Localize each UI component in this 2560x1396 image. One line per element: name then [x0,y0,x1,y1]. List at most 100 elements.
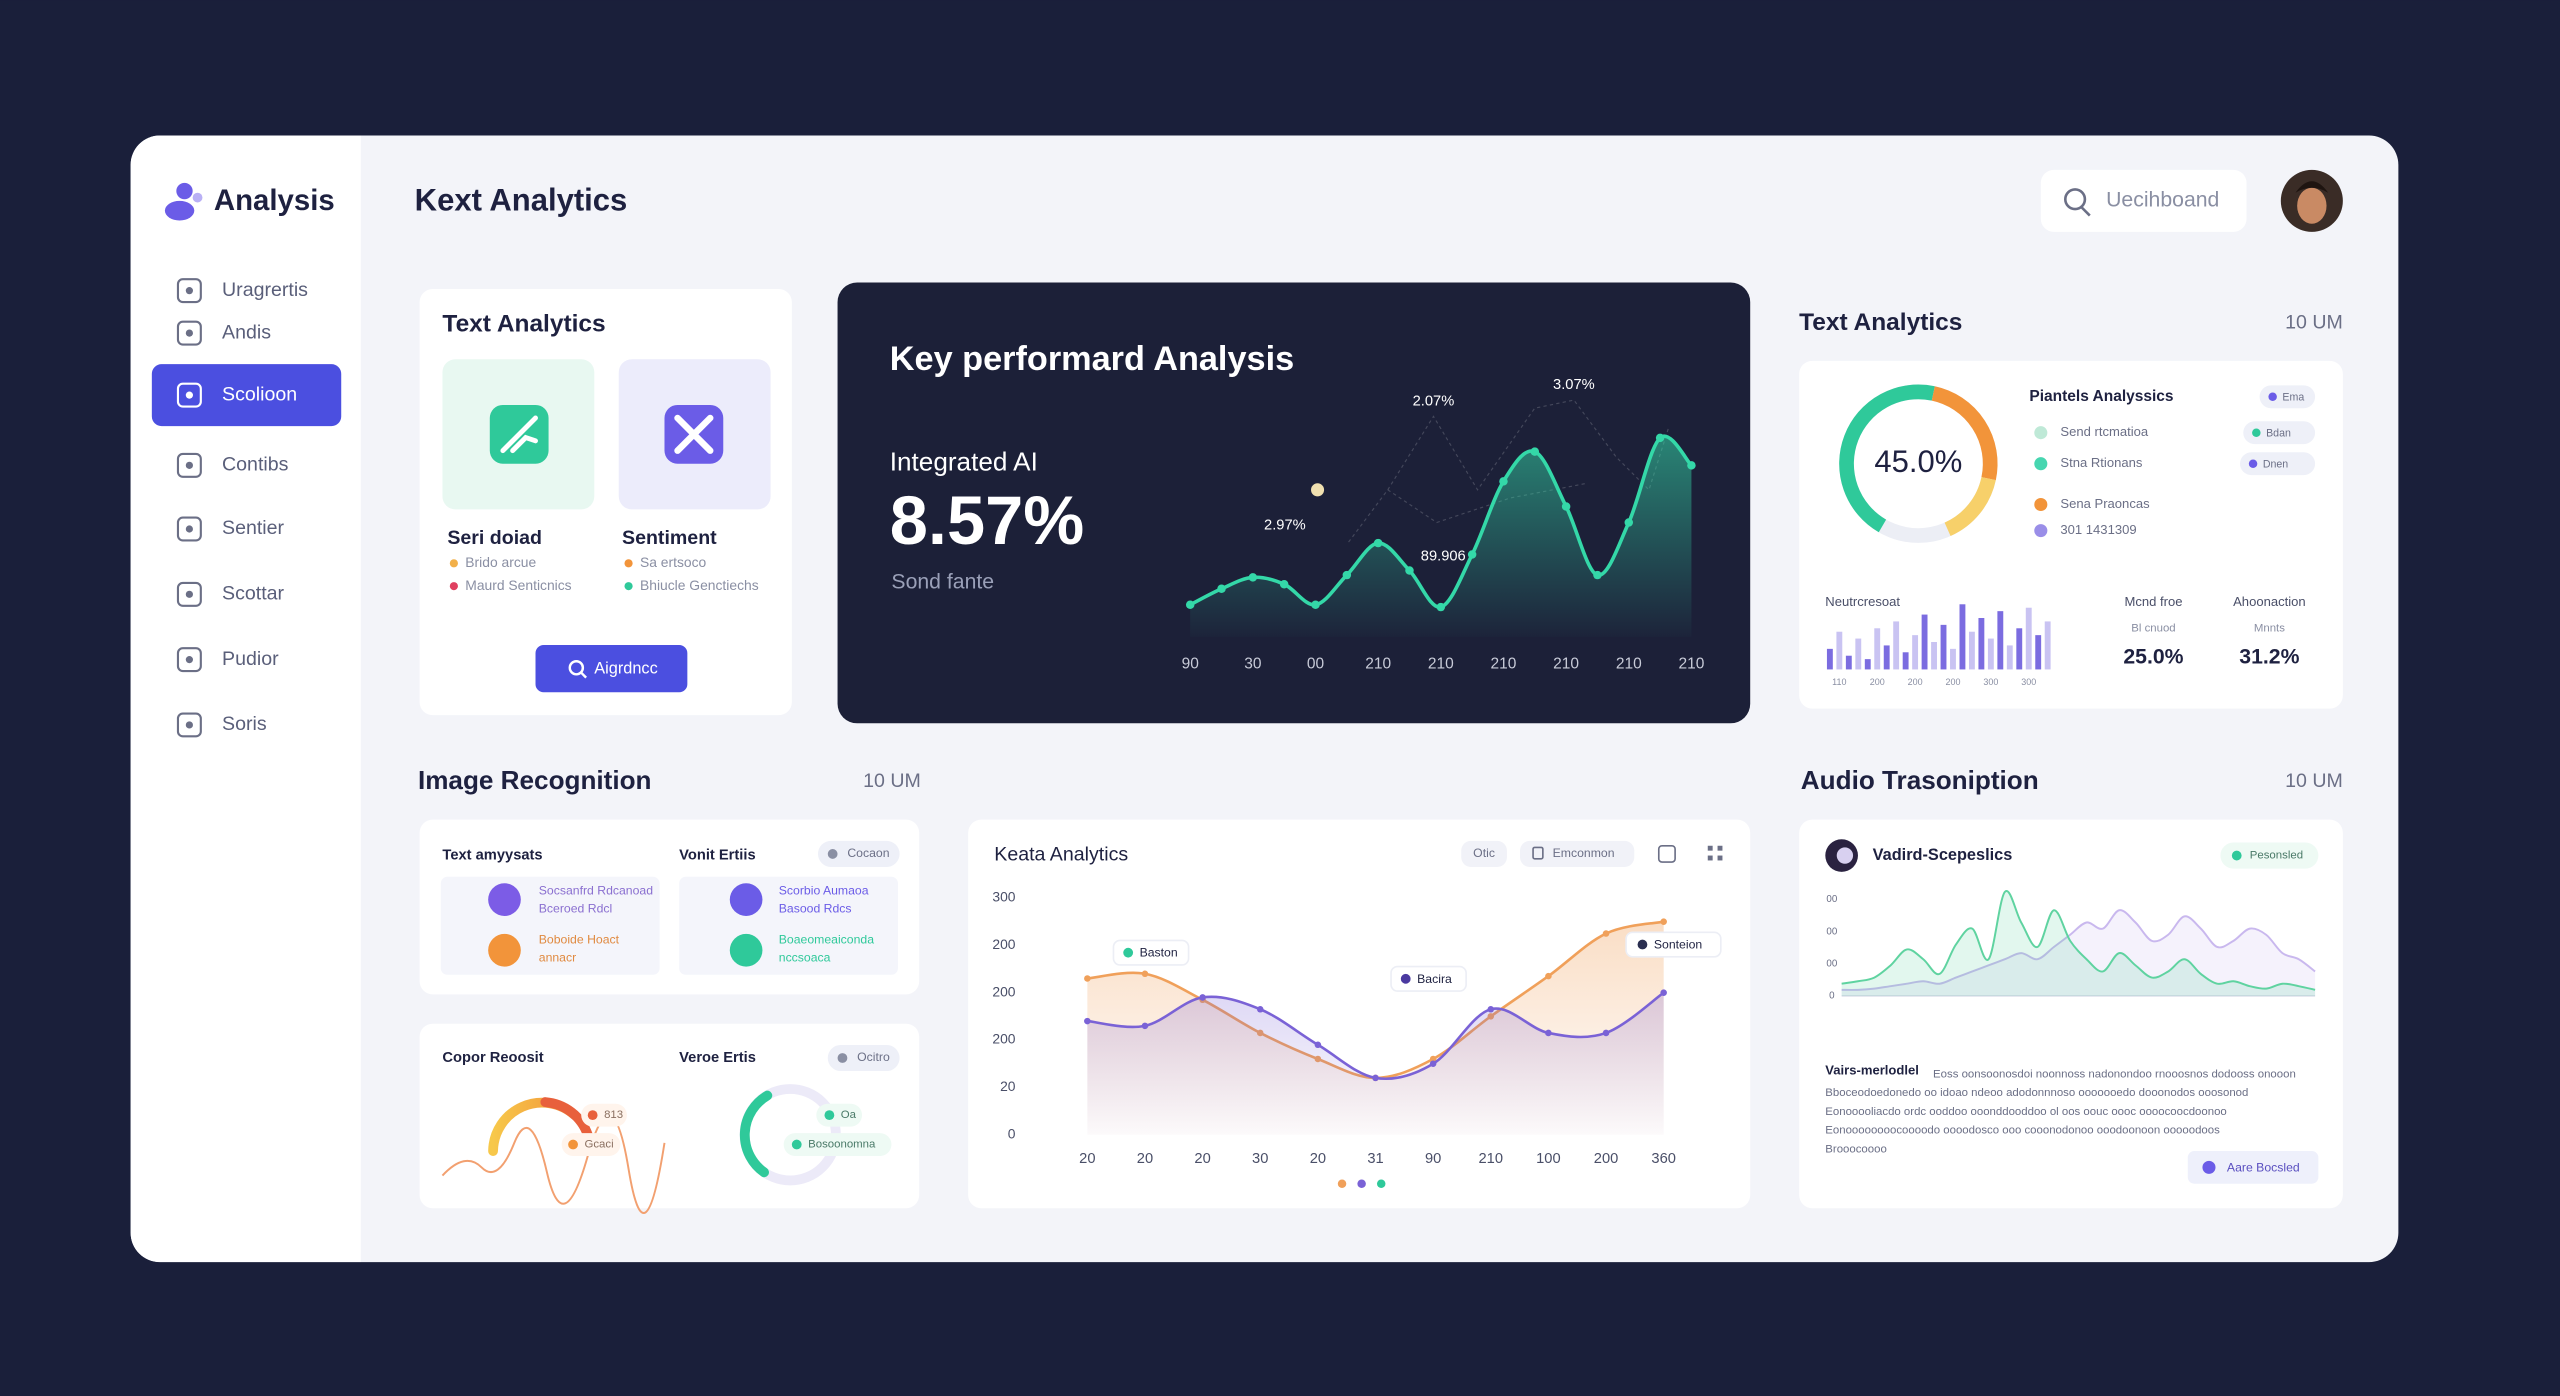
menu-item[interactable]: Pudior [176,647,279,673]
legend-dot [2034,524,2048,538]
chip-label: Ema [2282,391,2304,403]
chip-dot [2231,850,2242,861]
avatar-hair [2295,181,2329,193]
legend: Send rtcmatioa Stna Rtionans Sena Praoncas… [2034,385,2316,538]
chip[interactable] [827,1044,900,1072]
point [1602,930,1610,937]
chip-label[interactable]: Otic [1473,846,1495,860]
legend-dot [1376,1179,1386,1188]
point [1545,1029,1552,1037]
menu-item[interactable]: Scottar [176,581,285,607]
chip-label[interactable]: Ocitro [857,1050,890,1064]
bar [2016,628,2023,670]
section-title: Image Recognition [418,765,652,795]
menu-item[interactable]: Scolioon [151,364,342,427]
x-tick-label: 30 [1252,1151,1268,1167]
menu-icon [176,712,202,738]
button-label[interactable]: Aigrdncc [594,660,657,678]
button[interactable] [2187,1151,2319,1184]
bar [2035,635,2042,670]
menu-item[interactable]: Soris [176,712,267,738]
card-subtitle: Vadird-Scepeslics [1873,846,2013,864]
x-tick-label: 210 [1553,656,1579,673]
point [1141,970,1149,978]
tooltip-label: Baston [1140,946,1178,960]
chip[interactable] [2220,842,2319,869]
bar [1950,648,1956,670]
chip[interactable] [1461,840,1507,867]
brand: Analysis [214,184,335,217]
menu-item[interactable]: Sentier [176,516,285,542]
x-tick-label: 200 [1945,677,1960,687]
stat-sub: Bl cnuod [2131,623,2175,635]
item-text: annacr [539,951,576,965]
legend-label: Send rtcmatioa [2060,424,2148,439]
point [1561,502,1571,511]
menu-item[interactable]: Andis [176,320,271,346]
point [1256,1006,1264,1013]
dot [449,559,458,568]
tile-glyph [674,414,714,454]
tile-line: Brido arcue [465,554,536,570]
search-box[interactable] [2040,169,2247,232]
point [1084,1017,1091,1025]
annotation: 3.07% [1553,377,1595,393]
menu-label[interactable]: Contibs [222,454,289,476]
point [1429,1055,1437,1063]
tooltip-label: Sonteion [1654,938,1702,952]
point [1217,584,1226,594]
chip-icon [1532,846,1544,860]
icon-button[interactable] [1657,844,1676,863]
search-placeholder[interactable]: Uecihboand [2106,188,2219,211]
chip [2243,421,2316,445]
bars-title: Neutrcresoat [1825,594,1900,609]
icon-button[interactable] [1707,845,1723,861]
menu-label[interactable]: Andis [222,321,271,343]
section-title: Text Analytics [1799,309,1962,336]
chart-title: Keata Analytics [994,844,1128,866]
point [1687,461,1696,470]
bar [1997,611,2004,670]
menu-item[interactable]: Uragrertis [176,278,308,304]
highlight-dot [1311,483,1325,497]
point [1342,570,1352,580]
menu-label[interactable]: Pudior [222,648,279,670]
chip[interactable] [817,840,900,867]
brand-icon [176,182,193,200]
point [1545,972,1552,980]
kpi-caption: Sond fante [891,571,994,594]
tooltip [1390,965,1467,992]
kpi-subtitle: Integrated AI [890,447,1038,477]
chip-label[interactable]: Pesonsled [2250,850,2303,862]
item-text: Boboide Hoact [539,933,620,947]
menu-item[interactable]: Contibs [176,452,289,478]
menu-label[interactable]: Soris [222,713,267,735]
tile-line: Bhiucle Genctiechs [640,577,759,593]
button[interactable] [535,644,688,693]
line [1841,909,2316,991]
menu-label[interactable]: Scottar [222,582,285,604]
chip [783,1133,892,1156]
stat-value: 31.2% [2239,646,2299,669]
button-label[interactable]: Aare Bocsled [2227,1160,2300,1174]
point [1199,994,1206,1001]
chip[interactable] [1520,840,1635,867]
point [1602,1029,1610,1037]
menu-icon-dot [185,461,193,469]
card-subtitle: Text amyysats [442,847,542,863]
constellation-line [1387,399,1670,491]
area [1190,436,1692,637]
menu-label[interactable]: Sentier [222,517,285,539]
brand-icon [192,192,203,203]
chip-label[interactable]: Emconmon [1553,846,1615,860]
y-axis-label: 200 [992,1031,1015,1047]
stat-value: 25.0% [2123,646,2183,669]
x-tick-label: 31 [1367,1151,1383,1167]
menu-label[interactable]: Uragrertis [222,279,308,301]
point [1530,447,1540,456]
chip-label: 813 [604,1109,623,1121]
menu-label[interactable]: Scolioon [222,383,297,405]
chip-label[interactable]: Cocaon [847,846,889,860]
chip-dot [2252,428,2261,437]
